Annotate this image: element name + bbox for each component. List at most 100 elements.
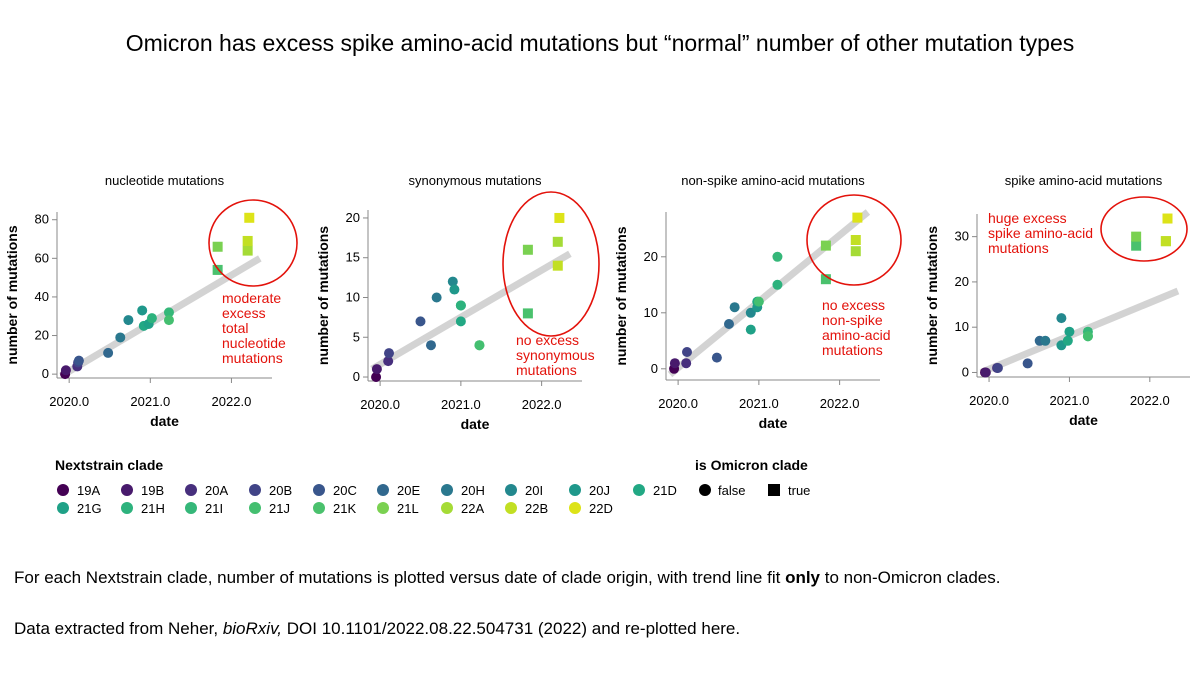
legend-swatch-circle xyxy=(699,484,711,496)
trend-line xyxy=(370,250,572,373)
point-20C xyxy=(73,355,84,366)
legend-item-21H: 21H xyxy=(121,501,165,516)
x-tick-label: 2020.0 xyxy=(658,396,698,411)
legend-label: 20H xyxy=(461,483,485,498)
x-tick-label: 2022.0 xyxy=(820,396,860,411)
annotation-text: mutations xyxy=(516,362,577,378)
y-tick-label: 10 xyxy=(346,289,360,304)
y-tick-label: 20 xyxy=(955,274,969,289)
point-20H xyxy=(431,292,442,303)
annotation-text: synonymous xyxy=(516,347,595,363)
y-tick-label: 10 xyxy=(644,305,658,320)
point-22D xyxy=(554,212,565,223)
x-axis-label: date xyxy=(150,413,179,429)
point-20J xyxy=(449,284,460,295)
legend-label: 21G xyxy=(77,501,102,516)
caption-line-2-a: Data extracted from Neher, xyxy=(14,619,223,638)
point-22D xyxy=(244,212,255,223)
y-tick-label: 20 xyxy=(346,210,360,225)
legend-label: 21I xyxy=(205,501,223,516)
point-21G xyxy=(745,324,756,335)
annotation-text: nucleotide xyxy=(222,335,286,351)
point-21H xyxy=(772,279,783,290)
x-tick-label: 2021.0 xyxy=(130,394,170,409)
page-title: Omicron has excess spike amino-acid muta… xyxy=(125,30,1075,56)
legend-clade-title: Nextstrain clade xyxy=(55,457,163,473)
caption-line-2-b: DOI 10.1101/2022.08.22.504731 (2022) and… xyxy=(282,619,741,638)
legend-swatch xyxy=(569,502,581,514)
legend-item-20J: 20J xyxy=(569,483,610,498)
point-20E xyxy=(723,319,734,329)
legend-label: 21D xyxy=(653,483,677,498)
point-21D xyxy=(1062,335,1073,346)
annotation-text: total xyxy=(222,320,248,336)
legend-swatch-square xyxy=(768,484,780,496)
legend-item-21D: 21D xyxy=(633,483,677,498)
point-20A xyxy=(681,358,692,369)
point-22B xyxy=(242,235,253,246)
legend-item-21J: 21J xyxy=(249,501,290,516)
legend-swatch xyxy=(249,502,261,514)
y-tick-label: 10 xyxy=(955,319,969,334)
legend-swatch xyxy=(313,484,325,496)
y-tick-label: 20 xyxy=(35,328,49,343)
chart-panel-2: synonymous mutations 0 5 10 15 20 2020.0 2021.0… xyxy=(315,173,600,432)
point-19B xyxy=(371,364,382,375)
legend-item-22B: 22B xyxy=(505,501,548,516)
point-21L xyxy=(820,240,831,251)
point-20B xyxy=(681,347,692,357)
point-22A xyxy=(850,246,861,257)
legend-label: 19B xyxy=(141,483,164,498)
point-21K xyxy=(820,274,831,285)
legend-label: 20I xyxy=(525,483,543,498)
point-20H xyxy=(729,302,740,313)
annotation-text: huge excess xyxy=(988,210,1067,226)
charts-canvas: nucleotide mutations 0 20 40 60 80 2020.0 2021.… xyxy=(4,173,1190,516)
legend-label: 20B xyxy=(269,483,292,498)
x-tick-label: 2021.0 xyxy=(1050,393,1090,408)
point-20I xyxy=(123,315,134,326)
legend-label: 22B xyxy=(525,501,548,516)
legend-swatch xyxy=(441,502,453,514)
point-21K xyxy=(1131,240,1142,251)
chart-title: spike amino-acid mutations xyxy=(1005,173,1163,188)
point-19A xyxy=(371,372,382,383)
annotation-text: amino-acid xyxy=(822,327,890,343)
legend-swatch xyxy=(57,502,69,514)
legend-swatch xyxy=(121,484,133,496)
point-20J xyxy=(137,305,148,316)
annotation-text: mutations xyxy=(822,342,883,358)
trend-line xyxy=(979,287,1180,376)
legend-label: 20E xyxy=(397,483,420,498)
point-21J xyxy=(163,315,174,326)
point-21L xyxy=(1131,231,1142,242)
y-tick-label: 20 xyxy=(644,249,658,264)
point-20C xyxy=(711,352,722,363)
annotation-ellipse xyxy=(208,199,298,287)
chart-title: synonymous mutations xyxy=(409,173,542,188)
legend-label: 19A xyxy=(77,483,100,498)
legend-label: 20J xyxy=(589,483,610,498)
chart-panel-4: spike amino-acid mutations 0 10 20 30 2020.0 2… xyxy=(924,173,1190,428)
y-axis-label: number of mutations xyxy=(4,225,20,364)
x-tick-label: 2022.0 xyxy=(1130,393,1170,408)
x-tick-label: 2020.0 xyxy=(360,397,400,412)
x-tick-label: 2020.0 xyxy=(49,394,89,409)
point-20E xyxy=(103,347,114,358)
point-21J xyxy=(753,296,764,307)
legend-omicron-title: is Omicron clade xyxy=(695,457,808,473)
legend-swatch xyxy=(57,484,69,496)
legend-item-22A: 22A xyxy=(441,501,484,516)
x-axis-label: date xyxy=(759,415,788,431)
annotation-text: mutations xyxy=(222,350,283,366)
annotation-text: moderate xyxy=(222,290,281,306)
x-tick-label: 2022.0 xyxy=(522,397,562,412)
point-22B xyxy=(1160,236,1171,247)
legend-item-19A: 19A xyxy=(57,483,100,498)
legend-label: 21H xyxy=(141,501,165,516)
point-21D xyxy=(455,316,466,327)
legend-swatch xyxy=(505,502,517,514)
legend-swatch xyxy=(377,484,389,496)
trend-line xyxy=(667,209,871,378)
y-tick-label: 80 xyxy=(35,212,49,227)
